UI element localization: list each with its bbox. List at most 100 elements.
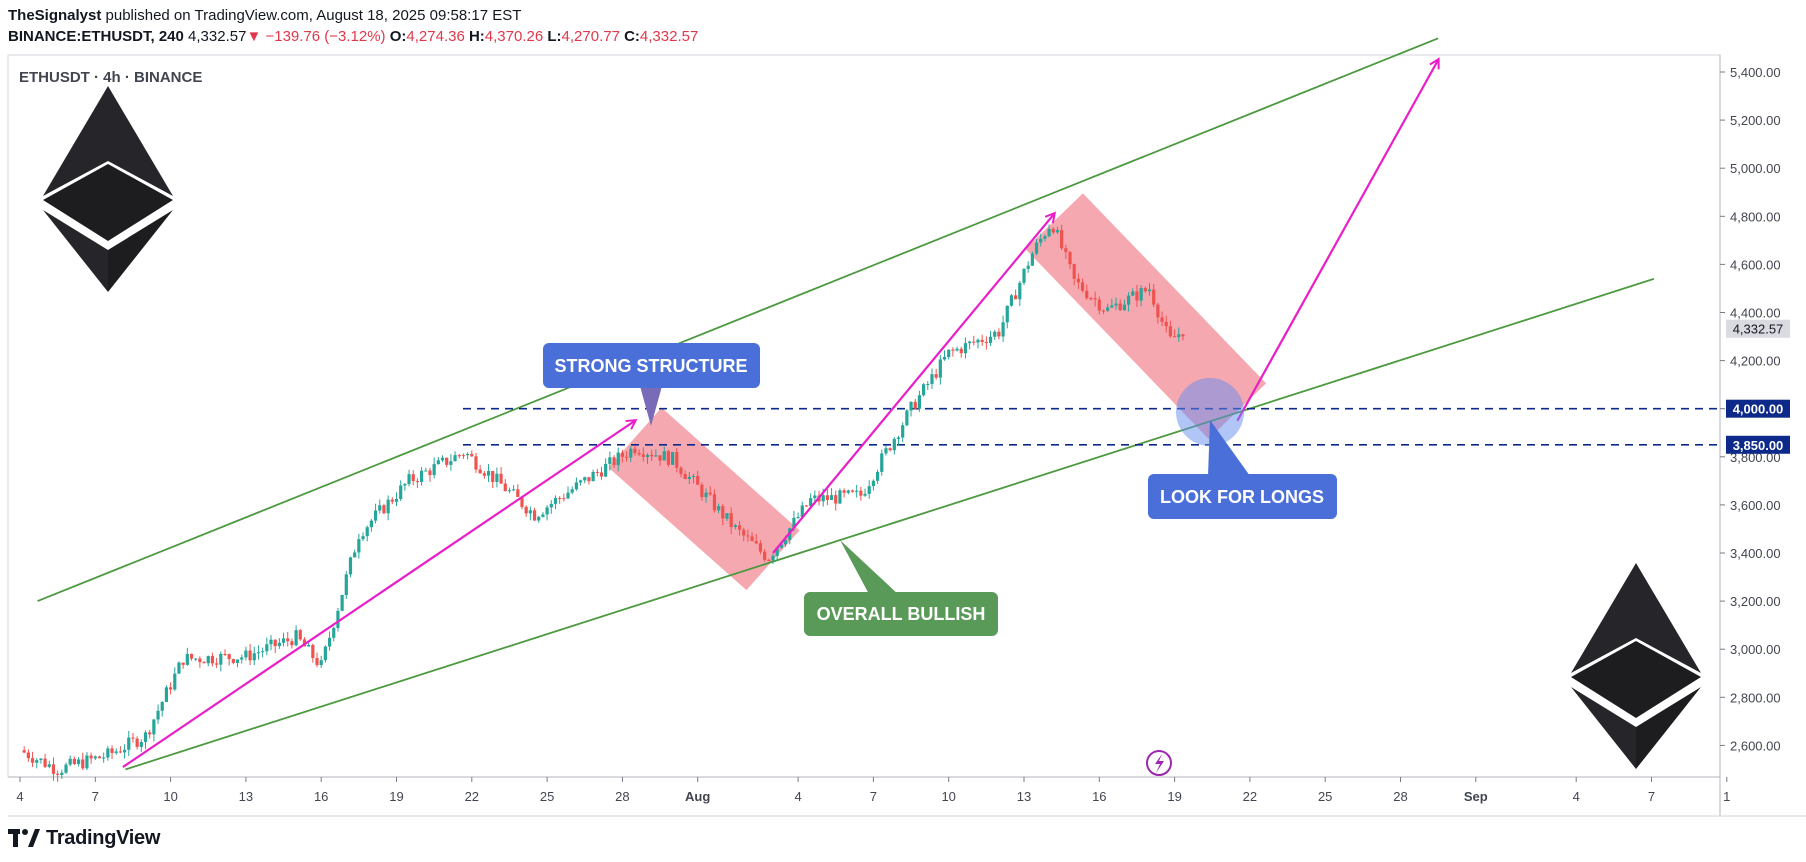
candle-body [783,539,788,545]
time-tick-label: 22 [1243,789,1257,804]
candle-body [1164,321,1168,327]
candle-body [863,493,867,496]
candle-body [838,490,842,504]
candle-body [177,662,181,674]
candle-body [888,448,892,451]
candle-body [696,475,700,485]
candle-body [244,650,248,658]
candle-body [143,732,148,743]
candle-body [261,651,265,653]
author-name[interactable]: TheSignalyst [8,7,102,24]
candle-body [587,477,591,482]
candle-body [1022,268,1026,283]
candle-body [51,764,56,774]
callout-text: STRONG STRUCTURE [555,356,748,376]
time-tick-label: 22 [465,789,479,804]
candle-body [440,457,445,461]
candle-body [880,453,884,472]
price-tick-label: 4,600.00 [1730,257,1781,272]
candle-body [574,482,578,490]
price-tick-label: 3,600.00 [1730,498,1781,513]
candle-body [160,702,164,711]
candle-body [311,644,315,659]
channel-lines [37,37,1655,771]
candle-body [97,756,102,759]
candle-body [763,551,767,560]
time-tick-label: 10 [163,789,177,804]
time-axis[interactable]: 4 7 10 13 16 19 22 25 28 Aug 4 7 10 13 16 19 22 25 28 Sep 4 7… [16,777,1730,804]
candle-body [327,637,332,647]
candle-body [725,513,729,519]
candle-body [185,653,189,665]
candle-body [156,710,160,720]
candle-body [81,759,85,769]
candle-body [1076,278,1080,283]
candle-body [654,455,658,457]
candle-body [114,751,118,753]
candle-body [415,481,420,483]
candle-body [131,737,135,739]
candle-body [947,349,951,357]
candle-body [771,555,775,561]
time-tick-label: 19 [389,789,403,804]
candle-body [290,641,294,646]
tradingview-logo-icon[interactable] [8,829,40,847]
candle-body [855,490,859,492]
candle-body [122,749,127,753]
candle-body [737,525,742,530]
tradingview-logo-text[interactable]: TradingView [46,826,161,849]
candle-body [754,541,758,544]
price-tick-label: 4,200.00 [1730,354,1781,369]
symbol-interval[interactable]: BINANCE:ETHUSDT, 240 [8,28,184,45]
candle-body [1055,230,1060,233]
candle-body [357,539,361,553]
close-value: 4,332.57 [639,28,699,45]
publish-info: TheSignalyst published on TradingView.co… [8,7,521,24]
level-price-label: 4,000.00 [1733,402,1784,417]
plot-area[interactable] [7,54,1721,778]
candle-body [403,484,407,486]
candle-body [930,374,934,384]
long-entry-circle [1176,378,1244,446]
last-price-tag [1726,319,1790,338]
lightning-icon[interactable] [1146,750,1172,776]
candle-body [721,506,725,519]
candle-body [127,737,131,750]
eth-logo-top-left [43,86,173,292]
candle-body [909,401,913,411]
price-tick-label: 3,400.00 [1730,546,1781,561]
price-axis[interactable]: 5,400.00 5,200.00 5,000.00 4,800.00 4,600.00… [1720,65,1781,753]
candle-body [700,484,704,498]
time-tick-label: Sep [1464,789,1488,804]
candle-body [637,453,641,455]
candle-body [984,341,988,343]
candle-body [942,356,947,360]
candle-body [474,456,478,470]
price-tick-label: 3,200.00 [1730,594,1781,609]
candle-body [1043,236,1047,239]
candle-body [922,384,926,396]
candle-body [624,456,629,458]
candle-body [796,517,800,519]
candle-body [432,464,436,476]
horizontal-levels[interactable]: 4,000.00 3,850.00 [463,399,1790,454]
candle-body [453,455,457,462]
candle-body [913,401,917,409]
candle-body [972,341,976,343]
candle-body [829,495,834,500]
candle-body [993,331,997,337]
candle-body [56,773,60,775]
candle-body [683,474,687,480]
projection-arrow [122,421,635,768]
candle-body [1068,251,1072,265]
candle-body [424,470,428,472]
level-price-label: 3,850.00 [1733,438,1784,453]
time-tick-label: 16 [314,789,328,804]
candle-body [390,499,394,502]
candle-body [281,638,286,643]
candle-body [604,463,608,477]
candle-body [834,495,838,504]
open-value: 4,274.36 [406,28,465,45]
candle-body [733,525,737,527]
